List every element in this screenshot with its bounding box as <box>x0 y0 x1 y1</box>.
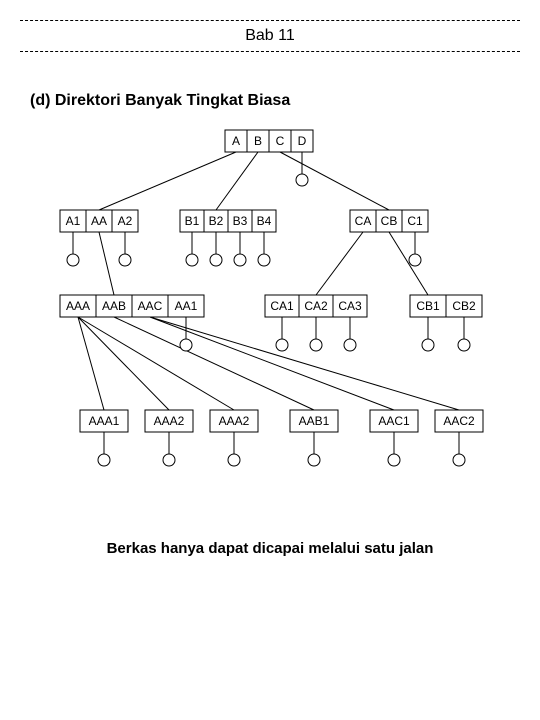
directory-tree-diagram: ABCDA1AAA2B1B2B3B4CACBC1AAAAABAACAA1CA1C… <box>20 110 520 500</box>
svg-text:C1: C1 <box>407 214 423 228</box>
section-title: (d) Direktori Banyak Tingkat Biasa <box>30 92 540 110</box>
caption-text: Berkas hanya dapat dicapai melalui satu … <box>0 540 540 557</box>
svg-text:AAC1: AAC1 <box>378 414 410 428</box>
svg-text:CA3: CA3 <box>338 299 362 313</box>
header-dash-bottom <box>20 51 520 52</box>
svg-text:A2: A2 <box>118 214 133 228</box>
svg-text:CA: CA <box>355 214 372 228</box>
svg-text:A: A <box>232 134 240 148</box>
svg-text:AA: AA <box>91 214 107 228</box>
svg-text:CB: CB <box>381 214 398 228</box>
svg-text:CA2: CA2 <box>304 299 328 313</box>
svg-text:D: D <box>298 134 307 148</box>
svg-text:C: C <box>276 134 285 148</box>
svg-text:AAA1: AAA1 <box>89 414 120 428</box>
svg-text:AAB1: AAB1 <box>299 414 330 428</box>
svg-text:CB1: CB1 <box>416 299 440 313</box>
svg-text:A1: A1 <box>66 214 81 228</box>
svg-text:B1: B1 <box>185 214 200 228</box>
svg-text:AAB: AAB <box>102 299 126 313</box>
svg-text:AAA2: AAA2 <box>219 414 250 428</box>
svg-text:AAC2: AAC2 <box>443 414 475 428</box>
svg-text:B: B <box>254 134 262 148</box>
svg-text:B4: B4 <box>257 214 272 228</box>
svg-text:B2: B2 <box>209 214 224 228</box>
svg-text:AA1: AA1 <box>175 299 198 313</box>
svg-text:CA1: CA1 <box>270 299 294 313</box>
svg-text:AAC: AAC <box>138 299 163 313</box>
svg-text:AAA2: AAA2 <box>154 414 185 428</box>
svg-text:AAA: AAA <box>66 299 90 313</box>
page-title: Bab 11 <box>0 21 540 51</box>
svg-text:CB2: CB2 <box>452 299 476 313</box>
svg-text:B3: B3 <box>233 214 248 228</box>
